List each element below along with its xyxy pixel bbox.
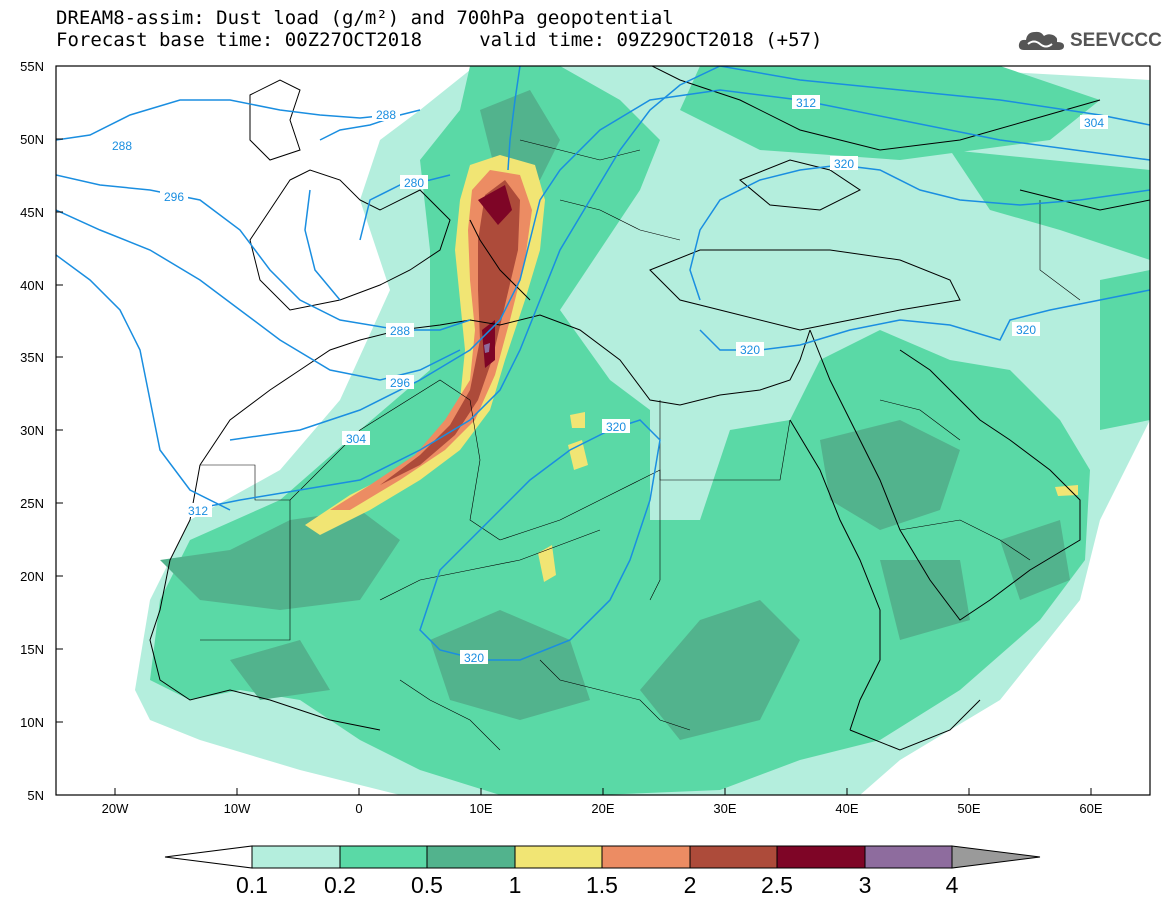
contour-label: 312: [796, 96, 816, 110]
lon-label: 30E: [713, 801, 736, 816]
colorbar-bin: [251, 845, 341, 869]
colorbar-label: 0.1: [236, 872, 268, 898]
lat-label: 35N: [20, 350, 44, 365]
contour-labels: 288 288 280 288 296 296 304 304 312 312 …: [108, 95, 1108, 665]
contour-label: 320: [606, 420, 626, 434]
colorbar-bin: [339, 845, 428, 869]
lat-label: 15N: [20, 642, 44, 657]
lat-label: 5N: [27, 788, 44, 803]
lon-label: 20W: [102, 801, 129, 816]
contour-label: 320: [1016, 323, 1036, 337]
seevccc-logo: SEEVCCC: [1018, 26, 1162, 56]
colorbar-label: 2.5: [761, 872, 793, 898]
contour-label: 288: [390, 324, 410, 338]
lat-label: 10N: [20, 715, 44, 730]
dust-level-2: [380, 180, 520, 485]
lat-axis: [56, 65, 63, 796]
colorbar-label: 4: [946, 872, 959, 898]
colorbar-label: 0.2: [324, 872, 356, 898]
contour-label: 320: [834, 157, 854, 171]
colorbar-bin: [864, 845, 953, 869]
lat-label: 25N: [20, 496, 44, 511]
colorbar-label: 0.5: [411, 872, 443, 898]
lat-label: 45N: [20, 205, 44, 220]
colorbar-upper-arrow: [951, 845, 1041, 869]
lat-label: 30N: [20, 423, 44, 438]
contour-label: 296: [390, 376, 410, 390]
colorbar-lower-arrow: [164, 845, 253, 869]
colorbar-bin: [514, 845, 603, 869]
lon-label: 50E: [957, 801, 980, 816]
colorbar-bin: [426, 845, 516, 869]
lon-axis: [114, 788, 1092, 795]
lon-label: 60E: [1079, 801, 1102, 816]
colorbar-labels: 0.1 0.2 0.5 1 1.5 2 2.5 3 4: [236, 872, 959, 898]
colorbar-bin: [601, 845, 691, 869]
lon-label: 20E: [591, 801, 614, 816]
colorbar-label: 1: [509, 872, 522, 898]
map-title: DREAM8-assim: Dust load (g/m²) and 700hP…: [56, 7, 674, 29]
dust-level-3: [484, 343, 490, 353]
lat-label: 55N: [20, 59, 44, 74]
map-area: 288 288 280 288 296 296 304 304 312 312 …: [56, 66, 1150, 795]
coastlines: [149, 66, 1150, 751]
lat-label: 50N: [20, 132, 44, 147]
contour-label: 320: [464, 651, 484, 665]
lon-label: 10E: [469, 801, 492, 816]
map-subtitle: Forecast base time: 00Z27OCT2018 valid t…: [56, 29, 823, 51]
contour-label: 312: [188, 504, 208, 518]
contour-label: 288: [376, 108, 396, 122]
lon-label: 0: [355, 801, 362, 816]
lon-label: 10W: [224, 801, 251, 816]
contour-label: 288: [112, 139, 132, 153]
lon-labels: 20W 10W 0 10E 20E 30E 40E 50E 60E: [102, 801, 1103, 816]
colorbar-label: 3: [859, 872, 872, 898]
lat-label: 20N: [20, 569, 44, 584]
colorbar-bin: [689, 845, 778, 869]
contour-label: 296: [164, 190, 184, 204]
lat-labels: 55N 50N 45N 40N 35N 30N 25N 20N 15N 10N …: [20, 59, 44, 803]
colorbar-label: 1.5: [586, 872, 618, 898]
country-borders: [200, 139, 1081, 751]
contour-label: 280: [404, 176, 424, 190]
lat-label: 40N: [20, 278, 44, 293]
lon-label: 40E: [835, 801, 858, 816]
contour-label: 304: [1084, 116, 1104, 130]
colorbar-label: 2: [684, 872, 697, 898]
contour-label: 320: [740, 343, 760, 357]
cloud-icon: [1018, 31, 1064, 50]
contour-label: 304: [346, 432, 366, 446]
logo-text: SEEVCCC: [1070, 30, 1162, 51]
colorbar: [164, 845, 1041, 869]
colorbar-bin: [776, 845, 866, 869]
